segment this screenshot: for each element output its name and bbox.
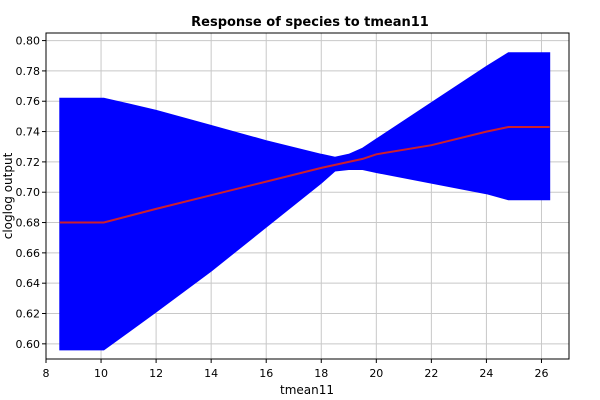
y-tick-label: 0.74 — [16, 126, 41, 139]
x-tick-label: 18 — [314, 367, 328, 380]
plot-area-frame — [45, 32, 570, 360]
x-axis-ticks: 8 10 12 14 16 18 20 22 24 26 — [43, 359, 548, 380]
x-tick-label: 16 — [259, 367, 273, 380]
response-line — [59, 126, 550, 224]
x-axis-label: tmean11 — [280, 383, 334, 397]
y-tick-label: 0.62 — [16, 308, 41, 321]
y-tick-label: 0.78 — [16, 65, 41, 78]
confidence-band-area — [59, 52, 551, 351]
y-tick-label: 0.60 — [16, 338, 41, 351]
y-tick-label: 0.76 — [16, 95, 41, 108]
x-tick-label: 10 — [94, 367, 108, 380]
x-tick-label: 24 — [479, 367, 493, 380]
y-tick-label: 0.66 — [16, 247, 41, 260]
y-tick-label: 0.70 — [16, 186, 41, 199]
y-tick-label: 0.64 — [16, 277, 41, 290]
y-tick-label: 0.72 — [16, 156, 41, 169]
y-axis-ticks: 0.60 0.62 0.64 0.66 0.68 0.70 0.72 0.74 0.76 0.78… — [16, 35, 46, 351]
x-tick-label: 8 — [43, 367, 50, 380]
y-tick-label: 0.80 — [16, 35, 41, 48]
response-mean-line — [59, 126, 550, 224]
x-tick-label: 20 — [369, 367, 383, 380]
chart-title: Response of species to tmean11 — [191, 15, 429, 30]
confidence-band — [59, 52, 551, 351]
x-tick-label: 12 — [149, 367, 163, 380]
y-tick-label: 0.68 — [16, 217, 41, 230]
x-tick-label: 22 — [424, 367, 438, 380]
x-tick-label: 26 — [534, 367, 548, 380]
x-tick-label: 14 — [204, 367, 218, 380]
y-axis-label: cloglog output — [1, 152, 15, 239]
